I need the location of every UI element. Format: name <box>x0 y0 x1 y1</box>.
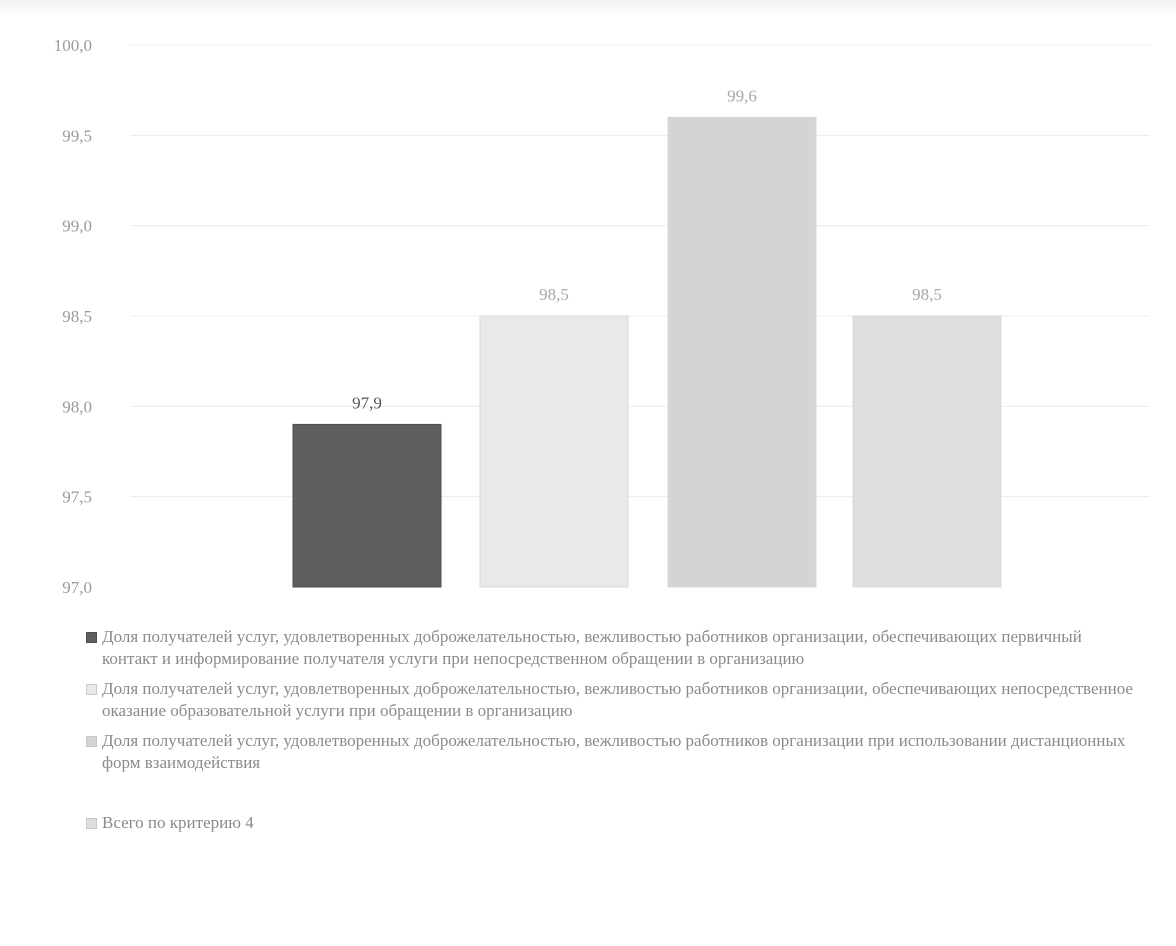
y-tick-label: 98,5 <box>62 307 92 326</box>
y-tick-label: 97,0 <box>62 578 92 597</box>
legend-item: Доля получателей услуг, удовлетворенных … <box>86 626 1136 670</box>
legend-swatch <box>86 736 97 747</box>
data-labels: 97,9 98,5 99,6 98,5 <box>352 86 942 412</box>
data-label: 98,5 <box>539 285 569 304</box>
legend-label: Доля получателей услуг, удовлетворенных … <box>102 731 1126 772</box>
scan-edge <box>0 0 1176 18</box>
data-label: 98,5 <box>912 285 942 304</box>
legend-swatch <box>86 632 97 643</box>
legend-item: Доля получателей услуг, удовлетворенных … <box>86 678 1136 722</box>
y-tick-label: 99,5 <box>62 126 92 145</box>
y-tick-label: 100,0 <box>54 36 92 55</box>
data-label: 99,6 <box>727 86 757 105</box>
legend-item: Доля получателей услуг, удовлетворенных … <box>86 730 1136 774</box>
legend-swatch <box>86 684 97 695</box>
y-tick-label: 99,0 <box>62 217 92 236</box>
legend-label: Всего по критерию 4 <box>102 813 254 832</box>
legend-label: Доля получателей услуг, удовлетворенных … <box>102 627 1082 668</box>
bar <box>479 315 629 588</box>
bar <box>667 116 817 588</box>
bars <box>292 116 1002 588</box>
legend-label: Доля получателей услуг, удовлетворенных … <box>102 679 1133 720</box>
bar-chart: 97,0 97,5 98,0 98,5 99,0 99,5 100,0 97,9 98,5 99… <box>54 36 1150 597</box>
legend-swatch <box>86 818 97 829</box>
bar <box>292 423 442 588</box>
y-tick-label: 97,5 <box>62 488 92 507</box>
legend-item: Всего по критерию 4 <box>86 812 1136 834</box>
data-label: 97,9 <box>352 393 382 412</box>
y-tick-label: 98,0 <box>62 397 92 416</box>
bar <box>852 315 1002 588</box>
y-axis-tick-labels: 97,0 97,5 98,0 98,5 99,0 99,5 100,0 <box>54 36 92 597</box>
legend: Доля получателей услуг, удовлетворенных … <box>86 626 1136 834</box>
